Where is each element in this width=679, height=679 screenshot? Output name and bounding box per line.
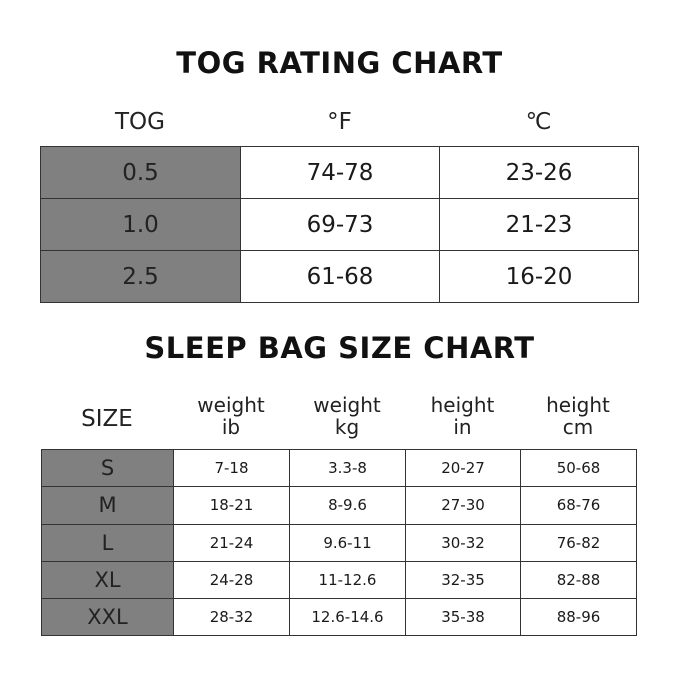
header-line: height (430, 393, 495, 417)
tog-value: 0.5 (40, 146, 241, 199)
height-cm: 88-96 (520, 598, 637, 637)
height-in: 20-27 (405, 448, 521, 488)
tog-value: 1.0 (40, 198, 241, 251)
table-row: 1.0 69-73 21-23 (40, 198, 639, 251)
height-in: 32-35 (405, 560, 521, 600)
fahrenheit-range: 61-68 (240, 250, 440, 303)
celsius-range: 16-20 (439, 250, 639, 303)
size-table: S 7-18 3.3-8 20-27 50-68 M 18-21 8-9.6 2… (41, 448, 637, 637)
table-row: 0.5 74-78 23-26 (40, 146, 639, 199)
size-label: L (41, 523, 174, 562)
height-cm: 68-76 (520, 486, 637, 525)
table-row: M 18-21 8-9.6 27-30 68-76 (41, 486, 637, 525)
header-unit: cm (562, 415, 594, 439)
height-cm: 50-68 (520, 448, 637, 488)
size-header-height-in: height in (405, 394, 520, 438)
tog-chart-title: TOG RATING CHART (176, 46, 503, 80)
header-line: weight (197, 393, 265, 417)
weight-kg: 8-9.6 (289, 486, 406, 525)
size-header-height-cm: height cm (520, 394, 636, 438)
height-in: 30-32 (405, 523, 521, 562)
height-in: 35-38 (405, 598, 521, 637)
weight-kg: 3.3-8 (289, 448, 406, 488)
size-header-size: SIZE (81, 406, 133, 432)
table-row: XXL 28-32 12.6-14.6 35-38 88-96 (41, 598, 637, 637)
header-line: height (546, 393, 610, 417)
fahrenheit-range: 74-78 (240, 146, 440, 199)
weight-ib: 7-18 (173, 448, 290, 488)
celsius-range: 21-23 (439, 198, 639, 251)
size-header-weight-kg: weight kg (289, 394, 405, 438)
size-header-weight-ib: weight ib (173, 394, 289, 438)
tog-header-celsius: ℃ (525, 109, 552, 135)
table-row: XL 24-28 11-12.6 32-35 82-88 (41, 560, 637, 600)
celsius-range: 23-26 (439, 146, 639, 199)
size-label: XL (41, 560, 174, 600)
header-unit: in (453, 415, 472, 439)
weight-ib: 21-24 (173, 523, 290, 562)
header-unit: ib (221, 415, 241, 439)
tog-header-tog: TOG (115, 109, 165, 135)
weight-ib: 24-28 (173, 560, 290, 600)
tog-rating-table: 0.5 74-78 23-26 1.0 69-73 21-23 2.5 61-6… (40, 146, 639, 303)
size-label: XXL (41, 598, 174, 637)
weight-ib: 28-32 (173, 598, 290, 637)
header-line: weight (313, 393, 381, 417)
size-chart-title: SLEEP BAG SIZE CHART (144, 331, 535, 365)
weight-kg: 11-12.6 (289, 560, 406, 600)
header-unit: kg (334, 415, 360, 439)
weight-kg: 9.6-11 (289, 523, 406, 562)
size-label: S (41, 448, 174, 488)
height-in: 27-30 (405, 486, 521, 525)
tog-value: 2.5 (40, 250, 241, 303)
height-cm: 82-88 (520, 560, 637, 600)
table-row: S 7-18 3.3-8 20-27 50-68 (41, 448, 637, 488)
size-label: M (41, 486, 174, 525)
fahrenheit-range: 69-73 (240, 198, 440, 251)
table-row: L 21-24 9.6-11 30-32 76-82 (41, 523, 637, 562)
weight-ib: 18-21 (173, 486, 290, 525)
tog-header-fahrenheit: °F (327, 109, 352, 135)
table-row: 2.5 61-68 16-20 (40, 250, 639, 303)
weight-kg: 12.6-14.6 (289, 598, 406, 637)
height-cm: 76-82 (520, 523, 637, 562)
